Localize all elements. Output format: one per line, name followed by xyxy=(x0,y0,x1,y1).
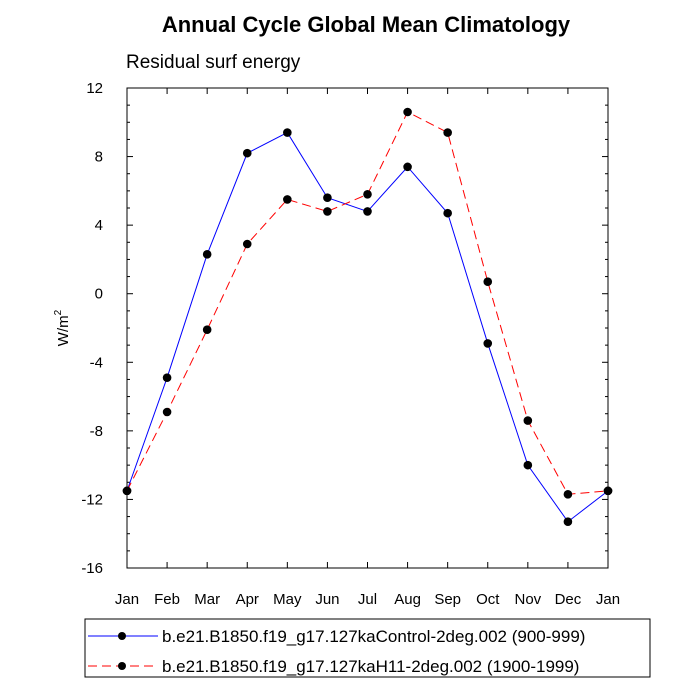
series-0-point xyxy=(363,207,372,216)
series-0-point xyxy=(323,193,332,203)
y-axis-label-superscript: 2 xyxy=(53,309,64,315)
x-tick-label: Nov xyxy=(514,591,541,608)
legend-label-1: b.e21.B1850.f19_g17.127kaH11-2deg.002 (1… xyxy=(162,657,579,676)
x-tick-label: Jan xyxy=(596,591,620,608)
series-line-1 xyxy=(126,111,609,495)
series-1-point xyxy=(202,325,212,335)
series-1-point xyxy=(242,239,252,249)
x-tick-label: Oct xyxy=(476,591,500,608)
y-axis-ticks: 12 8 4 0 -4 -8 -12 -16 xyxy=(81,80,608,577)
x-tick-label: Jun xyxy=(315,591,339,608)
series-0-point xyxy=(523,460,533,470)
y-tick-label: -12 xyxy=(81,491,103,508)
legend-marker-0 xyxy=(118,632,126,640)
plot-frame xyxy=(126,87,609,569)
series-1-point xyxy=(403,107,412,117)
x-tick-label: Jan xyxy=(115,591,139,608)
series-1-point xyxy=(523,416,533,425)
legend-box xyxy=(84,618,651,678)
y-tick-label: 12 xyxy=(86,80,103,97)
y-axis-label: W/m2 xyxy=(53,309,72,346)
y-tick-label: -4 xyxy=(90,354,103,371)
chart-title: Annual Cycle Global Mean Climatology xyxy=(162,12,571,37)
series-1-point xyxy=(283,195,292,204)
x-tick-label: Apr xyxy=(236,591,259,608)
series-1-point xyxy=(363,189,372,199)
x-tick-label: Feb xyxy=(154,591,180,608)
series-1-point xyxy=(122,486,132,496)
x-tick-label: Dec xyxy=(555,591,582,608)
y-axis-label-text: W/m xyxy=(55,315,72,346)
series-1-point xyxy=(603,486,613,496)
x-axis-ticks: Jan Feb Mar Apr May Jun Jul Aug Sep Oct Nov Dec Jan xyxy=(115,88,620,608)
series-0-point xyxy=(242,148,252,158)
series-1-point xyxy=(323,207,332,216)
series-0-point xyxy=(443,208,452,218)
y-tick-label: -8 xyxy=(90,423,103,440)
legend: b.e21.B1850.f19_g17.127kaControl-2deg.00… xyxy=(84,618,651,678)
series-0-point xyxy=(283,128,292,137)
legend-label-0: b.e21.B1850.f19_g17.127kaControl-2deg.00… xyxy=(162,627,585,646)
series-1-point xyxy=(443,128,452,137)
x-tick-label: Jul xyxy=(358,591,377,608)
svg-text:W/m2: W/m2 xyxy=(53,309,72,346)
x-tick-label: Aug xyxy=(394,591,421,608)
x-tick-label: Mar xyxy=(194,591,220,608)
x-tick-label: Sep xyxy=(434,591,461,608)
y-tick-label: 4 xyxy=(95,217,103,234)
y-tick-label: 8 xyxy=(95,149,103,166)
x-tick-label: May xyxy=(273,591,302,608)
series-lines xyxy=(122,107,613,527)
series-0-point xyxy=(403,162,412,172)
series-0-point xyxy=(162,373,172,383)
series-0-point xyxy=(483,339,493,348)
y-tick-label: 0 xyxy=(95,286,103,303)
series-0-point xyxy=(202,249,212,259)
chart-subtitle: Residual surf energy xyxy=(126,52,301,73)
series-1-point xyxy=(483,277,493,287)
series-0-point xyxy=(563,517,573,527)
y-tick-label: -16 xyxy=(81,560,103,577)
legend-marker-1 xyxy=(118,662,126,670)
series-1-point xyxy=(162,407,172,417)
series-1-point xyxy=(563,489,573,499)
